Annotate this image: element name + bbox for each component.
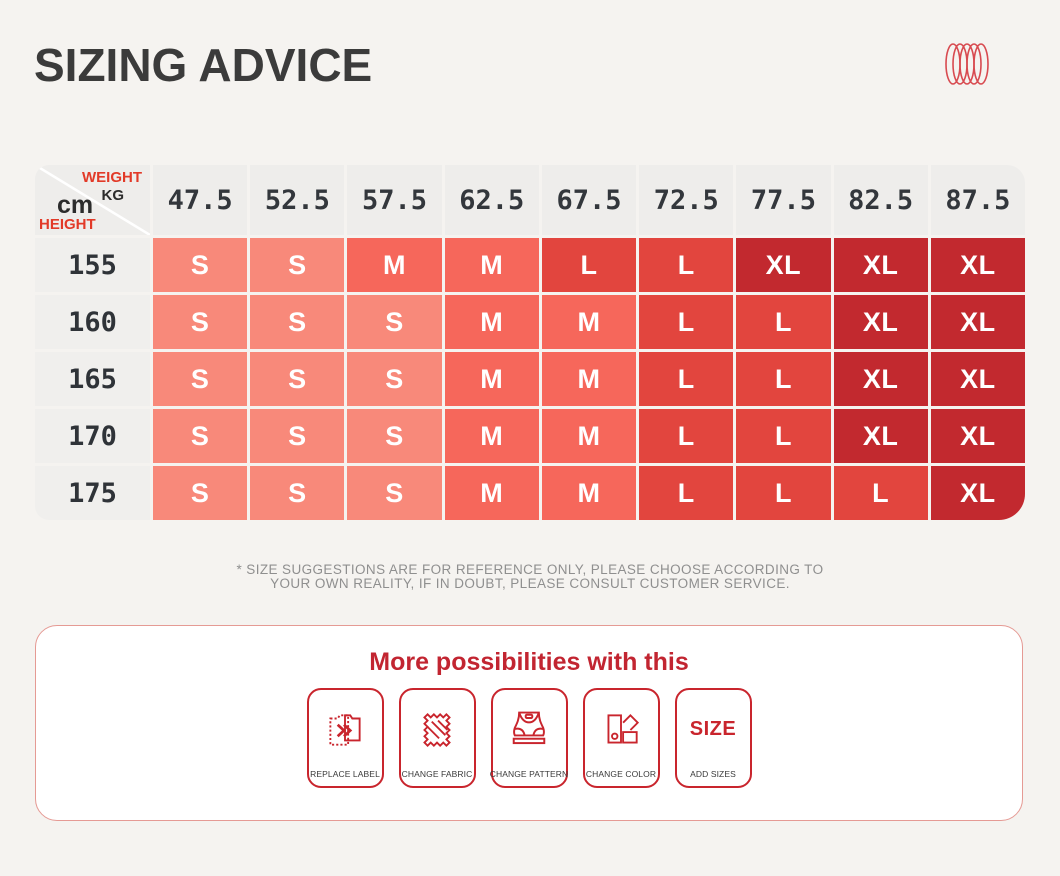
height-unit-label: cm	[57, 191, 94, 219]
size-value-cell: XL	[736, 238, 831, 292]
height-cell: 160	[35, 295, 150, 349]
size-word: SIZE	[689, 718, 737, 740]
size-value-cell: L	[833, 466, 928, 520]
possibility-label: ADD SIZES	[690, 769, 736, 779]
size-value-cell: S	[347, 466, 442, 520]
change-fabric-icon	[401, 690, 474, 769]
size-value-cell: S	[250, 409, 345, 463]
size-value-cell: XL	[930, 409, 1025, 463]
size-value-cell: M	[541, 295, 637, 349]
size-value-cell: S	[250, 352, 345, 406]
possibility-label: CHANGE PATTERN	[489, 769, 569, 779]
add-sizes-icon: SIZE	[677, 690, 750, 769]
size-value-cell: M	[444, 295, 539, 349]
size-value-cell: S	[153, 466, 248, 520]
possibility-change-color: CHANGE COLOR	[582, 688, 660, 788]
size-value-cell: L	[736, 409, 831, 463]
size-value-cell: S	[250, 466, 345, 520]
possibility-replace-label: REPLACE LABEL	[306, 688, 384, 788]
change-pattern-icon	[493, 690, 566, 769]
possibilities-title: More possibilities with this	[369, 648, 689, 676]
size-value-cell: L	[639, 466, 734, 520]
size-value-cell: S	[347, 409, 442, 463]
size-value-cell: S	[250, 295, 345, 349]
weight-header-cell: 82.5	[833, 165, 928, 235]
weight-header-cell: 67.5	[541, 165, 637, 235]
size-value-cell: L	[736, 466, 831, 520]
size-value-cell: XL	[833, 352, 928, 406]
disclaimer-line-1: * SIZE SUGGESTIONS ARE FOR REFERENCE ONL…	[236, 562, 824, 577]
replace-label-icon	[309, 690, 382, 769]
size-value-cell: S	[153, 295, 248, 349]
size-value-cell: XL	[930, 238, 1025, 292]
weight-header-cell: 47.5	[153, 165, 248, 235]
size-value-cell: L	[541, 238, 637, 292]
weight-unit-label: KG	[101, 187, 125, 204]
size-value-cell: S	[153, 352, 248, 406]
page-title: SIZING ADVICE	[34, 39, 373, 91]
coil-rings-logo-icon	[945, 43, 989, 85]
diagonal-divider	[35, 165, 150, 235]
disclaimer-line-2: YOUR OWN REALITY, IF IN DOUBT, PLEASE CO…	[270, 576, 790, 591]
weight-header-cell: 77.5	[736, 165, 831, 235]
size-chart-corner-cell: WEIGHT KG cm HEIGHT	[35, 165, 150, 235]
size-value-cell: L	[639, 238, 734, 292]
height-label: HEIGHT	[39, 216, 96, 233]
size-value-cell: XL	[833, 409, 928, 463]
size-value-cell: M	[541, 352, 637, 406]
weight-header-cell: 72.5	[639, 165, 734, 235]
size-value-cell: S	[250, 238, 345, 292]
possibility-label: CHANGE FABRIC	[401, 769, 473, 779]
size-value-cell: M	[444, 352, 539, 406]
size-value-cell: L	[639, 352, 734, 406]
size-chart: WEIGHT KG cm HEIGHT 47.5 52.5 57.5 62.5 67.5…	[35, 165, 1025, 520]
weight-header-cell: 62.5	[444, 165, 539, 235]
weight-header-cell: 57.5	[347, 165, 442, 235]
size-value-cell: XL	[833, 238, 928, 292]
size-value-cell: M	[541, 466, 637, 520]
possibility-add-sizes: SIZE ADD SIZES	[674, 688, 752, 788]
height-cell: 155	[35, 238, 150, 292]
size-value-cell: S	[153, 409, 248, 463]
size-value-cell: XL	[930, 352, 1025, 406]
possibilities-panel: More possibilities with this REPLACE LAB…	[35, 625, 1023, 821]
weight-header-cell: 87.5	[930, 165, 1025, 235]
size-value-cell: XL	[930, 295, 1025, 349]
size-value-cell: M	[444, 238, 539, 292]
disclaimer-text: * SIZE SUGGESTIONS ARE FOR REFERENCE ONL…	[0, 563, 1060, 591]
possibility-change-fabric: CHANGE FABRIC	[398, 688, 476, 788]
possibility-label: CHANGE COLOR	[585, 769, 657, 779]
change-color-icon	[585, 690, 658, 769]
size-value-cell: M	[347, 238, 442, 292]
size-value-cell: S	[153, 238, 248, 292]
size-value-cell: M	[444, 466, 539, 520]
size-value-cell: L	[736, 295, 831, 349]
possibilities-row: REPLACE LABEL CHANGE FABRIC	[36, 688, 1022, 788]
height-cell: 165	[35, 352, 150, 406]
size-value-cell: L	[639, 409, 734, 463]
size-value-cell: XL	[833, 295, 928, 349]
size-value-cell: XL	[930, 466, 1025, 520]
size-value-cell: M	[541, 409, 637, 463]
size-value-cell: L	[639, 295, 734, 349]
size-value-cell: S	[347, 352, 442, 406]
height-cell: 175	[35, 466, 150, 520]
weight-header-cell: 52.5	[250, 165, 345, 235]
weight-label: WEIGHT	[82, 169, 142, 186]
size-value-cell: S	[347, 295, 442, 349]
possibility-change-pattern: CHANGE PATTERN	[489, 688, 569, 788]
size-value-cell: L	[736, 352, 831, 406]
size-value-cell: M	[444, 409, 539, 463]
possibility-label: REPLACE LABEL	[310, 769, 380, 779]
height-cell: 170	[35, 409, 150, 463]
